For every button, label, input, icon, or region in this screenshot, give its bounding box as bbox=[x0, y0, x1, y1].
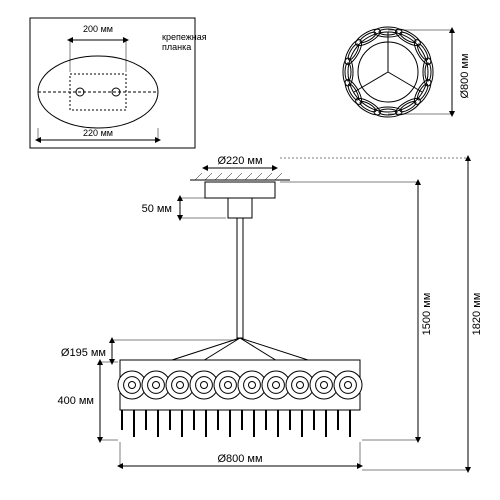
top-view: Ø800 мм bbox=[342, 26, 471, 118]
dim-top-diameter: Ø800 мм bbox=[459, 53, 471, 98]
dim-body-d-top: Ø195 мм bbox=[61, 347, 106, 359]
drawing: 200 мм крепежная планка 220 мм Ø800 мм Ø… bbox=[0, 0, 500, 500]
dim-body-d-bottom: Ø800 мм bbox=[217, 453, 262, 465]
dim-rod-gap: 50 мм bbox=[142, 203, 172, 215]
dim-plate-width: 220 мм bbox=[83, 128, 113, 138]
dim-overall-total: 1820 мм bbox=[471, 293, 483, 336]
dim-body-h: 400 мм bbox=[57, 395, 94, 407]
bracket-text-1: крепежная bbox=[162, 32, 207, 42]
dim-overall-drop: 1500 мм bbox=[421, 293, 433, 336]
side-view: Ø220 мм 50 мм Ø195 мм 400 мм Ø800 мм 150… bbox=[57, 155, 483, 470]
dim-canopy-d: Ø220 мм bbox=[217, 155, 262, 167]
dim-bracket-width: 200 мм bbox=[83, 24, 113, 34]
page: 200 мм крепежная планка 220 мм Ø800 мм Ø… bbox=[0, 0, 500, 500]
canopy-detail: 200 мм крепежная планка 220 мм bbox=[30, 18, 207, 148]
bracket-text-2: планка bbox=[162, 42, 191, 52]
